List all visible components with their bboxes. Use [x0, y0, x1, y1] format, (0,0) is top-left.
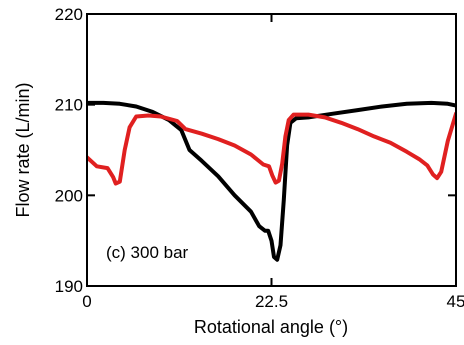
x-tick-label: 22.5 — [255, 292, 288, 311]
series-line-2 — [87, 111, 456, 186]
x-tick-label: 45 — [447, 292, 464, 311]
y-tick-label: 210 — [55, 96, 83, 115]
y-tick-label: 220 — [55, 5, 83, 24]
y-tick-label: 190 — [55, 277, 83, 296]
y-axis-label: Flow rate (L/min) — [13, 82, 33, 217]
series-layer — [87, 100, 456, 262]
series-line-1 — [87, 100, 456, 262]
x-tick-label: 0 — [82, 292, 91, 311]
panel-annotation: (c) 300 bar — [106, 243, 189, 262]
x-axis-label: Rotational angle (°) — [194, 317, 348, 337]
y-tick-label: 200 — [55, 186, 83, 205]
tick-layer: 0 22.5 45 190 200 210 220 — [55, 5, 464, 311]
